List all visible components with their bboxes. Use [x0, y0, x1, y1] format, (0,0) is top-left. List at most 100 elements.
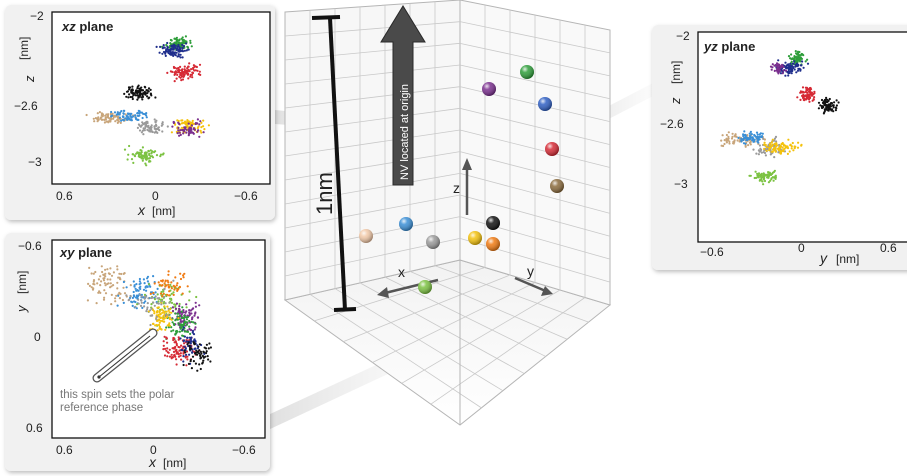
- scatter-point: [126, 158, 129, 161]
- scatter-point: [139, 111, 142, 114]
- scatter-point: [142, 92, 145, 95]
- scatter-point: [806, 58, 809, 61]
- scatter-point: [145, 164, 148, 167]
- scatter-point: [183, 335, 186, 338]
- scatter-point: [130, 158, 134, 161]
- yz-yaxis-unit: [nm]: [669, 61, 683, 84]
- scatter-point: [145, 89, 148, 92]
- scatter-point: [197, 125, 200, 128]
- scatter-point: [184, 35, 187, 38]
- scatter-point: [767, 176, 770, 179]
- scatter-point: [133, 295, 136, 298]
- scatter-point: [157, 323, 161, 327]
- scatter-point: [158, 311, 161, 314]
- scatter-point: [136, 98, 139, 101]
- scatter-point: [180, 358, 183, 361]
- scatter-point: [96, 112, 99, 115]
- scatter-point: [184, 355, 187, 358]
- scatter-point: [164, 328, 167, 331]
- scatter-point: [94, 270, 97, 274]
- scatter-point: [104, 284, 107, 287]
- scatter-point: [756, 174, 759, 177]
- scatter-point: [153, 127, 156, 130]
- scatter-point: [99, 275, 102, 278]
- scatter-point: [199, 350, 202, 353]
- scatter-point: [748, 132, 751, 135]
- scatter-point: [763, 179, 767, 183]
- scatter-point: [205, 351, 208, 355]
- scatter-point: [185, 306, 188, 309]
- scatter-point: [191, 316, 194, 319]
- scatter-point: [160, 300, 163, 303]
- scatter-point: [153, 118, 156, 121]
- scatter-point: [194, 326, 197, 329]
- scatter-point: [762, 183, 765, 186]
- scatter-point: [196, 353, 199, 356]
- scatter-point: [118, 272, 121, 275]
- scatter-point: [153, 312, 156, 315]
- scatter-point: [808, 95, 811, 98]
- scatter-point: [163, 282, 166, 285]
- scatter-point: [173, 354, 176, 357]
- scatter-point: [138, 277, 141, 281]
- scatter-point: [170, 39, 173, 42]
- scatter-point: [727, 131, 730, 134]
- scatter-point: [186, 358, 189, 361]
- scatter-point: [103, 289, 106, 292]
- xy-title-axes: xy: [59, 245, 75, 260]
- scatter-point: [163, 287, 166, 290]
- left-wall-gridline: [284, 21, 461, 37]
- xy-plot-frame: [51, 239, 266, 439]
- yz-xtick-2: 0: [798, 241, 805, 255]
- scatter-point: [795, 56, 798, 59]
- xy-ytick-1: −0.6: [18, 239, 42, 253]
- scatter-point: [167, 273, 170, 276]
- scatter-point: [167, 309, 170, 312]
- scatter-point: [148, 127, 152, 130]
- floor-gridline: [401, 289, 561, 384]
- scatter-point: [759, 147, 762, 150]
- scatter-point: [758, 174, 761, 177]
- scatter-point: [792, 149, 795, 152]
- scatter-point: [182, 132, 185, 135]
- scatter-point: [179, 65, 182, 68]
- scatter-point: [173, 66, 176, 69]
- scatter-point: [758, 144, 762, 147]
- scatter-point: [823, 108, 826, 111]
- scatter-point: [790, 58, 793, 61]
- scatter-point: [104, 268, 107, 271]
- scatter-point: [771, 138, 774, 141]
- scatter-point: [122, 286, 125, 289]
- floor-gridline: [372, 282, 536, 363]
- scatter-point: [195, 349, 198, 352]
- xy-scatter: [86, 265, 212, 372]
- scatter-point: [771, 176, 775, 179]
- scatter-point: [149, 285, 152, 288]
- scatter-point: [763, 151, 767, 155]
- scatter-point: [170, 311, 173, 314]
- scatter-point: [773, 137, 777, 140]
- scatter-point: [163, 46, 166, 49]
- scatter-point: [176, 282, 179, 285]
- scatter-point: [175, 71, 178, 74]
- scatter-point: [161, 121, 164, 124]
- scatter-point: [182, 45, 186, 48]
- scatter-point: [163, 317, 166, 320]
- scatter-point: [99, 284, 102, 287]
- scatter-point: [132, 115, 135, 118]
- scatter-point: [835, 104, 839, 107]
- scatter-point: [186, 119, 189, 122]
- scatter-point: [790, 69, 793, 72]
- xz-ytick-3: −3: [28, 155, 42, 169]
- scatter-point: [143, 129, 146, 132]
- scatter-point: [154, 121, 157, 124]
- scatter-point: [154, 123, 158, 126]
- scatter-point: [114, 115, 117, 118]
- scatter-point: [170, 292, 173, 295]
- scatter-point: [160, 279, 163, 282]
- scatter-point: [167, 270, 170, 273]
- scatter-point: [118, 297, 121, 300]
- scatter-point: [140, 301, 143, 304]
- scatter-point: [192, 127, 195, 130]
- scatter-point: [827, 103, 830, 106]
